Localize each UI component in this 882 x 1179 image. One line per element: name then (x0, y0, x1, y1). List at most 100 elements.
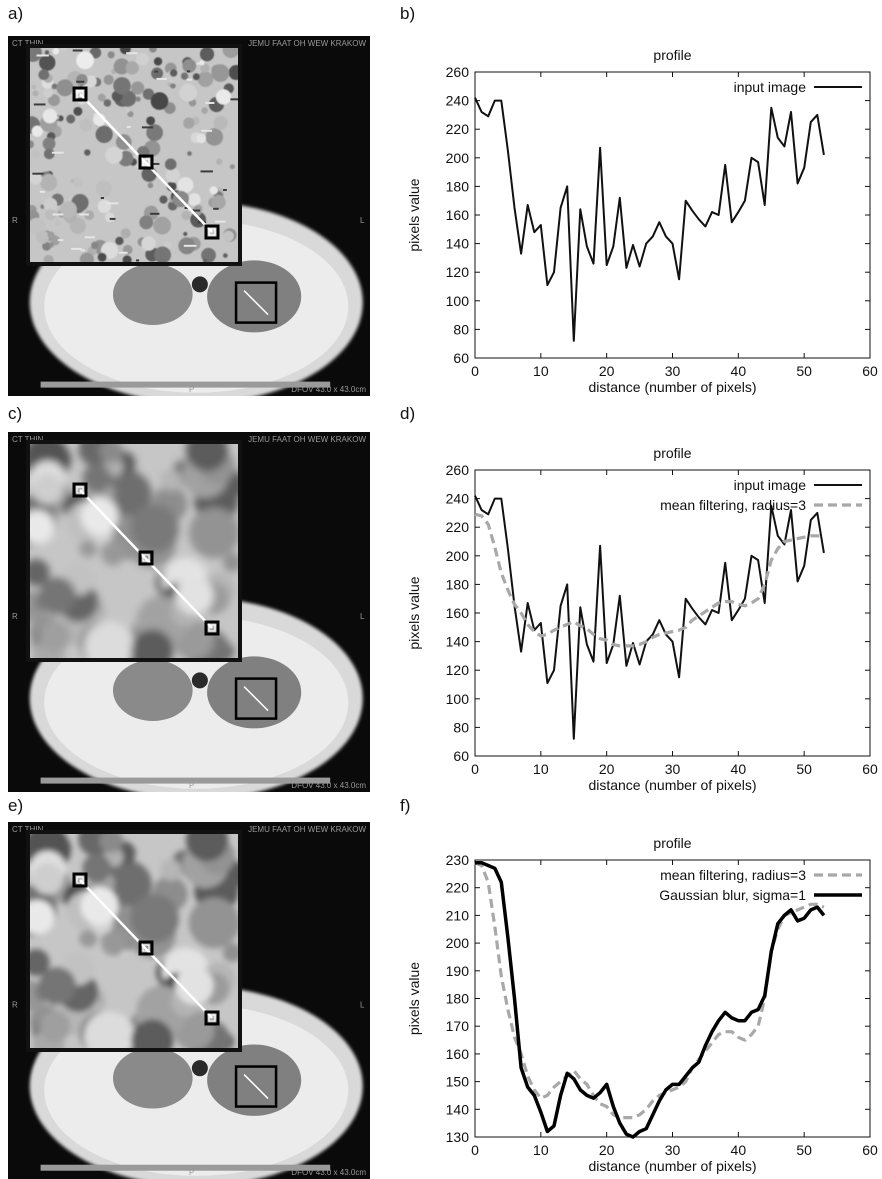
x-tick-label: 40 (731, 363, 747, 379)
y-tick-label: 60 (453, 350, 469, 366)
inset-texture-blob (51, 83, 58, 90)
inset-texture-blob (57, 115, 64, 122)
inset-texture-blob (79, 252, 94, 262)
y-tick-label: 100 (446, 691, 470, 707)
inset-noise-streak (79, 213, 89, 216)
inset-texture-blob (97, 199, 112, 214)
y-tick-label: 120 (446, 264, 470, 280)
inset-texture-blob (95, 180, 112, 197)
series-line-gauss (475, 861, 826, 1139)
inset-texture-blob (43, 88, 53, 98)
y-tick-label: 160 (446, 1046, 470, 1062)
ct-table (40, 777, 331, 784)
inset-noise-streak (32, 172, 44, 175)
inset-noise-streak (51, 151, 64, 154)
chart-svg: profile 0 10 20 30 40 50 60 60 80 100 120 140 160 180 2… (406, 47, 878, 395)
profile-end-marker-inner (208, 228, 216, 236)
ct-text-l: L (360, 612, 365, 621)
x-tick-label: 20 (599, 761, 615, 777)
y-tick-label: 220 (446, 519, 470, 535)
y-tick-label: 160 (446, 605, 470, 621)
inset-texture-blob (84, 75, 97, 88)
y-tick-label: 160 (446, 207, 470, 223)
ct-roi-line (243, 1074, 269, 1100)
inset-texture-blob (205, 128, 224, 146)
inset-texture-blob (48, 94, 60, 107)
inset-texture-blob (80, 886, 119, 925)
y-tick-label: 240 (446, 491, 470, 507)
inset-noise-streak (150, 162, 160, 165)
inset-texture-blob (185, 834, 229, 862)
y-tick-label: 200 (446, 150, 470, 166)
inset-texture-blob (104, 212, 115, 223)
profile-end-marker (204, 1010, 220, 1026)
inset-noise-streak (36, 54, 49, 57)
y-tick-label: 150 (446, 1074, 470, 1090)
profile-start-marker (72, 872, 88, 888)
y-tick-label: 130 (446, 1129, 470, 1145)
ct-table (40, 381, 331, 388)
inset-texture-blob (101, 930, 127, 956)
inset-texture-blob (146, 124, 163, 141)
inset-texture-blob (222, 48, 238, 58)
ct-roi-box (234, 281, 278, 324)
ct-lung-left (112, 659, 193, 721)
inset-texture-blob (141, 236, 156, 251)
inset-texture-blob (170, 83, 176, 89)
inset-texture-blob (79, 539, 98, 558)
x-tick-label: 30 (665, 363, 681, 379)
ct-text-top-right: JEMU FAAT OH WEW KRAKOW (248, 435, 366, 444)
legend-label: Gaussian blur, sigma=1 (659, 887, 806, 903)
x-axis-label: distance (number of pixels) (588, 1158, 756, 1174)
y-tick-label: 260 (446, 462, 470, 478)
inset-texture-blob (48, 242, 54, 248)
inset-texture-blob (39, 54, 56, 71)
inset-texture-blob (192, 73, 200, 81)
inset-texture-blob (32, 863, 64, 895)
inset-noise-streak (141, 126, 154, 129)
ct-table (40, 1164, 331, 1171)
ct-roi-line (243, 686, 269, 712)
inset-noise-streak (213, 207, 219, 210)
y-tick-label: 190 (446, 963, 470, 979)
panel-label-f: f) (400, 796, 411, 815)
y-tick-label: 220 (446, 121, 470, 137)
inset-texture-blob (136, 52, 149, 66)
y-axis-label: pixels value (406, 576, 422, 649)
ct-roi-line (243, 290, 269, 316)
inset-texture-blob (154, 246, 172, 262)
inset-texture-blob (125, 61, 139, 75)
inset-texture-blob (160, 859, 182, 881)
inset-texture-blob (147, 182, 154, 189)
profile-chart-d: profile 0 10 20 30 40 50 60 60 80 100 120 140 160 180 2… (395, 428, 882, 798)
inset-texture-blob (122, 255, 132, 262)
inset-noise-streak (156, 77, 167, 80)
inset-texture-blob (40, 173, 58, 192)
inset-texture-blob (135, 96, 141, 102)
y-tick-label: 80 (453, 321, 469, 337)
profile-start-marker (72, 482, 88, 498)
profile-mid-marker (138, 940, 154, 956)
x-tick-label: 40 (731, 1142, 747, 1158)
panel-label-c: c) (8, 404, 23, 423)
inset-texture-blob (197, 71, 214, 87)
y-tick-label: 140 (446, 236, 470, 252)
inset-texture-blob (30, 172, 43, 185)
legend-label: input image (734, 79, 807, 95)
y-tick-label: 140 (446, 634, 470, 650)
series-line-input (474, 495, 825, 740)
inset-texture-blob (151, 67, 164, 80)
y-tick-label: 100 (446, 293, 470, 309)
ct-text-top-left: CT THIN (12, 435, 43, 444)
series-line-input (474, 97, 825, 342)
inset-texture-blob (38, 967, 76, 1005)
ct-text-l: L (360, 1001, 365, 1010)
inset-texture-blob (131, 1019, 174, 1048)
ct-roi-box (234, 677, 278, 720)
x-axis-label: distance (number of pixels) (588, 777, 756, 793)
x-axis-label: distance (number of pixels) (588, 379, 756, 395)
inset-texture-blob (52, 48, 60, 55)
inset-texture-blob (130, 504, 179, 553)
inset-texture-blob (35, 230, 50, 244)
inset-texture-blob (31, 150, 41, 159)
